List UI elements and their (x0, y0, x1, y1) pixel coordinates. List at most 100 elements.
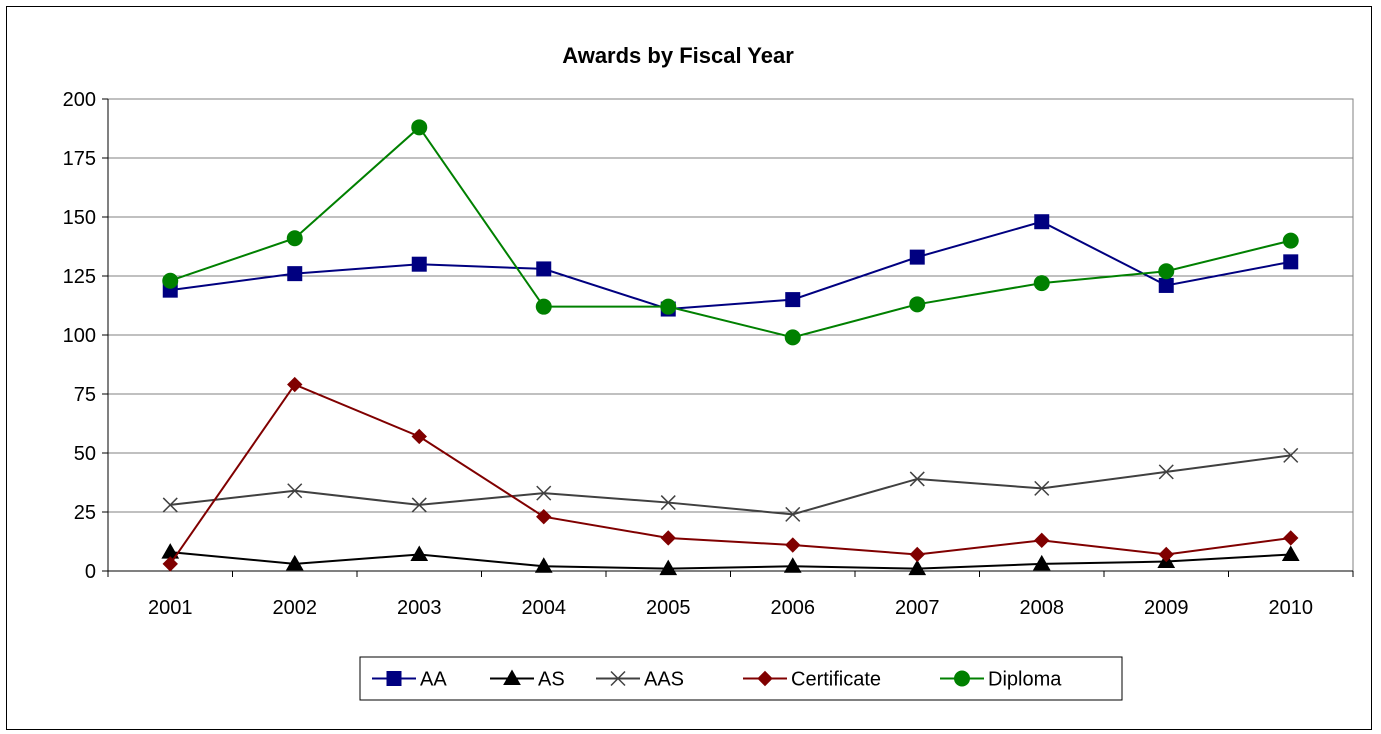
data-point (1034, 214, 1050, 230)
y-tick-label: 50 (74, 443, 96, 465)
data-point (411, 497, 427, 513)
x-tick-label: 2004 (522, 597, 567, 619)
legend-entry-aas: AAS (596, 669, 684, 691)
marker-stroke (660, 495, 676, 511)
data-point (909, 249, 925, 265)
legend-marker (503, 669, 521, 685)
data-point (1158, 464, 1174, 480)
y-tick-label: 0 (85, 561, 96, 583)
x-tick-label: 2007 (895, 597, 940, 619)
data-point (1158, 263, 1175, 280)
y-tick-label: 200 (63, 89, 96, 111)
data-point (785, 292, 801, 308)
gridlines (107, 98, 1354, 572)
legend-label: AS (538, 669, 565, 691)
line-chart: Awards by Fiscal Year 0 25 50 75 100 125 150 17… (63, 43, 1354, 701)
data-point (1281, 545, 1300, 561)
series-aas (162, 447, 1299, 522)
data-point (660, 298, 677, 315)
legend-label: AAS (644, 669, 684, 691)
data-point (285, 554, 304, 571)
marker-stroke (909, 471, 925, 487)
y-tick-label: 100 (63, 325, 96, 347)
chart-container: Awards by Fiscal Year 0 25 50 75 100 125 150 17… (6, 6, 1372, 730)
legend-entry-aa: AA (372, 669, 447, 691)
series-line (169, 383, 1291, 565)
data-point (1034, 532, 1050, 549)
data-point (908, 559, 927, 576)
y-tick-label: 125 (63, 266, 96, 288)
marker-stroke (1158, 464, 1174, 480)
legend-entry-diploma: Diploma (940, 669, 1062, 691)
series-diploma (162, 119, 1299, 346)
data-point (783, 557, 802, 573)
legend-marker (386, 671, 402, 686)
x-tick-label: 2006 (771, 597, 816, 619)
series-line (170, 220, 1291, 311)
data-point (287, 266, 303, 282)
x-tick-label: 2005 (646, 597, 691, 619)
data-point (536, 261, 552, 277)
legend-entry-as: AS (490, 669, 565, 691)
marker-stroke (1283, 447, 1299, 463)
data-point (784, 329, 801, 346)
data-point (411, 119, 428, 136)
data-point (1282, 232, 1299, 249)
data-point (536, 485, 552, 501)
data-point (660, 495, 676, 511)
data-point (162, 556, 178, 572)
x-tick-label: 2003 (397, 597, 442, 619)
x-tick-label: 2008 (1020, 597, 1065, 619)
data-point (287, 483, 303, 499)
x-tick-label: 2010 (1269, 597, 1314, 619)
series-line (170, 454, 1291, 516)
legend-label: AA (420, 669, 447, 691)
series-certificate (162, 376, 1299, 572)
data-point (785, 537, 801, 553)
data-point (534, 557, 553, 573)
data-point (1283, 530, 1299, 546)
marker-stroke (785, 506, 801, 522)
data-point (1158, 546, 1174, 563)
series-aa (162, 214, 1299, 317)
data-point (1032, 554, 1051, 571)
y-tick-label: 25 (74, 502, 96, 524)
y-tick-label: 175 (63, 148, 96, 170)
x-tick-label: 2001 (148, 597, 193, 619)
legend-label: Diploma (988, 669, 1062, 691)
legend-entry-certificate: Certificate (743, 669, 881, 691)
series-lines (161, 119, 1300, 576)
data-point (410, 545, 429, 561)
data-point (1283, 447, 1299, 463)
data-point (909, 471, 925, 487)
data-point (1034, 480, 1050, 496)
data-point (411, 428, 427, 445)
data-point (909, 546, 925, 563)
marker-stroke (1034, 480, 1050, 496)
legend-marker (954, 670, 970, 687)
data-point (535, 298, 552, 315)
data-point (785, 506, 801, 522)
data-point (536, 509, 552, 525)
legend: AA AS AAS Certificate Diploma (359, 656, 1123, 701)
data-point (162, 497, 178, 513)
x-tick-label: 2002 (273, 597, 318, 619)
data-point (287, 376, 303, 393)
legend-marker (757, 670, 773, 687)
data-point (909, 296, 926, 313)
data-point (286, 230, 303, 247)
chart-title: Awards by Fiscal Year (562, 43, 794, 68)
marker-stroke (162, 497, 178, 513)
marker-stroke (287, 483, 303, 499)
data-point (1283, 254, 1299, 270)
data-point (162, 272, 179, 289)
y-tick-label: 150 (63, 207, 96, 229)
series-line (169, 125, 1291, 339)
y-tick-label: 75 (74, 384, 96, 406)
data-point (411, 256, 427, 272)
marker-stroke (411, 497, 427, 513)
legend-box (359, 656, 1123, 701)
x-tick-label: 2009 (1144, 597, 1189, 619)
data-point (1033, 275, 1050, 292)
axes: 0 25 50 75 100 125 150 175 200 2001 2002 2003 2004 20… (63, 89, 1354, 619)
